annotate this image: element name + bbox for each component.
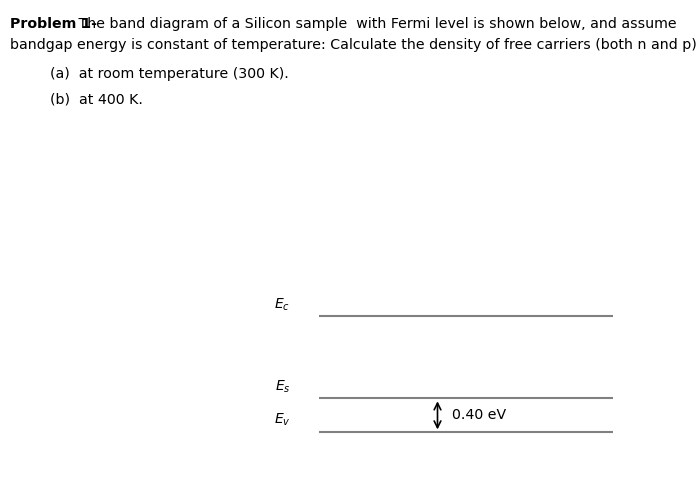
Text: $E_s$: $E_s$ bbox=[275, 378, 290, 395]
Text: (a)  at room temperature (300 K).: (a) at room temperature (300 K). bbox=[50, 67, 289, 81]
Text: (b)  at 400 K.: (b) at 400 K. bbox=[50, 93, 144, 107]
Text: $E_v$: $E_v$ bbox=[274, 412, 290, 428]
Text: 0.40 eV: 0.40 eV bbox=[452, 409, 505, 422]
Text: The band diagram of a Silicon sample  with Fermi level is shown below, and assum: The band diagram of a Silicon sample wit… bbox=[74, 17, 676, 31]
Text: Problem 1-: Problem 1- bbox=[10, 17, 97, 31]
Text: bandgap energy is constant of temperature: Calculate the density of free carrier: bandgap energy is constant of temperatur… bbox=[10, 38, 696, 52]
Text: $E_c$: $E_c$ bbox=[274, 296, 290, 313]
